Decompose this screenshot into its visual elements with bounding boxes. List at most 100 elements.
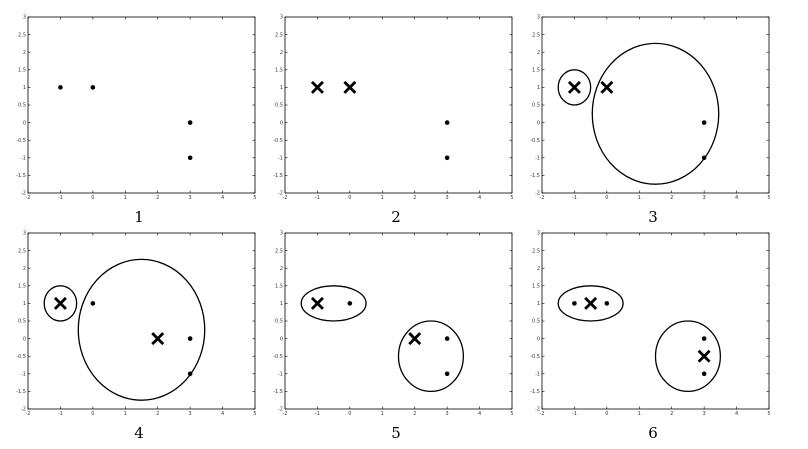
x-tick-label: -2 (540, 195, 545, 201)
y-tick-label: -1.5 (273, 173, 283, 179)
panel-number-label: 4 (134, 424, 144, 442)
y-tick-label: 0.5 (532, 103, 540, 109)
y-tick-label: 3 (537, 231, 540, 237)
data-point (444, 120, 450, 125)
panel-number-label: 2 (391, 208, 401, 226)
y-tick-label: 3 (537, 15, 540, 21)
x-tick-label: 5 (253, 411, 256, 417)
x-tick-label: 0 (348, 411, 351, 417)
data-point (187, 336, 193, 341)
y-tick-label: 2 (23, 266, 26, 272)
y-tick-label: 3 (280, 231, 283, 237)
data-point (187, 120, 193, 125)
x-tick-label: 0 (605, 195, 608, 201)
data-point (58, 85, 63, 90)
x-tick-label: -1 (315, 411, 320, 417)
y-tick-label: 1.5 (18, 68, 26, 74)
x-tick-label: 1 (638, 411, 641, 417)
x-tick-label: 0 (91, 195, 94, 201)
centroid-marker (343, 80, 357, 94)
x-tick-label: 4 (221, 195, 224, 201)
y-tick-label: 1 (280, 301, 283, 307)
data-point (572, 301, 577, 306)
y-tick-label: 2.5 (275, 248, 283, 254)
data-point (187, 371, 193, 377)
cluster-ellipse (557, 285, 624, 322)
data-point (444, 336, 450, 341)
y-tick-label: 2 (537, 266, 540, 272)
y-tick-label: -2 (21, 407, 26, 413)
x-tick-label: 1 (381, 411, 384, 417)
centroid-marker (408, 332, 422, 346)
panel-3: -2 -1 0 1 2 3 4 5 -2 -1.5 -1 -0.5 0 0.5 1 1.5 2 2.5 3 3 (530, 15, 770, 226)
x-tick-label: 2 (670, 195, 673, 201)
y-tick-label: -1.5 (16, 173, 26, 179)
centroid-marker (53, 296, 67, 310)
x-tick-label: 4 (735, 195, 738, 201)
y-tick-label: 2.5 (275, 32, 283, 38)
x-tick-label: 3 (703, 195, 706, 201)
y-tick-label: -0.5 (16, 354, 26, 360)
cluster-ellipse (591, 42, 720, 185)
y-tick-label: -2 (21, 191, 26, 197)
centroid-marker (151, 332, 165, 346)
x-tick-label: 5 (767, 411, 770, 417)
y-tick-label: 3 (23, 231, 26, 237)
y-tick-label: 2 (280, 50, 283, 56)
cluster-ellipse (397, 320, 465, 393)
y-tick-label: 0 (23, 120, 26, 126)
y-tick-label: 0 (23, 336, 26, 342)
x-tick-label: 4 (735, 411, 738, 417)
plot-frame (284, 232, 513, 410)
centroid-marker (697, 349, 711, 363)
x-tick-label: -1 (58, 411, 63, 417)
x-tick-label: 1 (124, 195, 127, 201)
y-tick-label: 1.5 (532, 284, 540, 290)
x-tick-label: 1 (124, 411, 127, 417)
panel-number-label: 5 (391, 424, 401, 442)
x-tick-label: 0 (605, 411, 608, 417)
cluster-ellipse (43, 285, 78, 322)
y-tick-label: 2 (280, 266, 283, 272)
data-point (187, 155, 193, 161)
y-tick-label: -0.5 (530, 138, 540, 144)
y-tick-label: 1.5 (275, 284, 283, 290)
x-tick-label: -1 (315, 195, 320, 201)
y-tick-label: 2.5 (18, 248, 26, 254)
data-point (604, 301, 610, 306)
x-tick-label: 4 (221, 411, 224, 417)
x-tick-label: -1 (572, 411, 577, 417)
y-tick-label: 2 (537, 50, 540, 56)
y-tick-label: 1.5 (18, 284, 26, 290)
y-tick-label: 1 (23, 301, 26, 307)
x-tick-label: -2 (26, 411, 31, 417)
y-tick-label: -1 (278, 372, 283, 378)
x-tick-label: 5 (510, 411, 513, 417)
panel-4: -2 -1 0 1 2 3 4 5 -2 -1.5 -1 -0.5 0 0.5 1 1.5 2 2.5 3 4 (16, 231, 256, 442)
y-tick-label: -1 (278, 156, 283, 162)
data-point (444, 155, 450, 161)
y-tick-label: 0.5 (532, 319, 540, 325)
y-tick-label: 1 (537, 301, 540, 307)
panel-number-label: 6 (648, 424, 658, 442)
x-tick-label: 3 (189, 411, 192, 417)
x-tick-label: 2 (413, 195, 416, 201)
data-point (90, 85, 96, 90)
x-tick-label: 4 (478, 195, 481, 201)
x-tick-label: 3 (703, 411, 706, 417)
x-tick-label: 2 (413, 411, 416, 417)
x-tick-label: 0 (348, 195, 351, 201)
data-point (90, 301, 96, 306)
x-tick-label: 4 (478, 411, 481, 417)
panel-2: -2 -1 0 1 2 3 4 5 -2 -1.5 -1 -0.5 0 0.5 1 1.5 2 2.5 3 2 (273, 15, 513, 226)
y-tick-label: -1.5 (530, 389, 540, 395)
panel-number-label: 1 (134, 208, 144, 226)
y-tick-label: 1.5 (275, 68, 283, 74)
y-tick-label: -2 (535, 191, 540, 197)
y-tick-label: -1 (535, 156, 540, 162)
plot-frame (284, 16, 513, 194)
y-tick-label: -0.5 (273, 354, 283, 360)
y-tick-label: -0.5 (273, 138, 283, 144)
y-tick-label: 0 (280, 120, 283, 126)
